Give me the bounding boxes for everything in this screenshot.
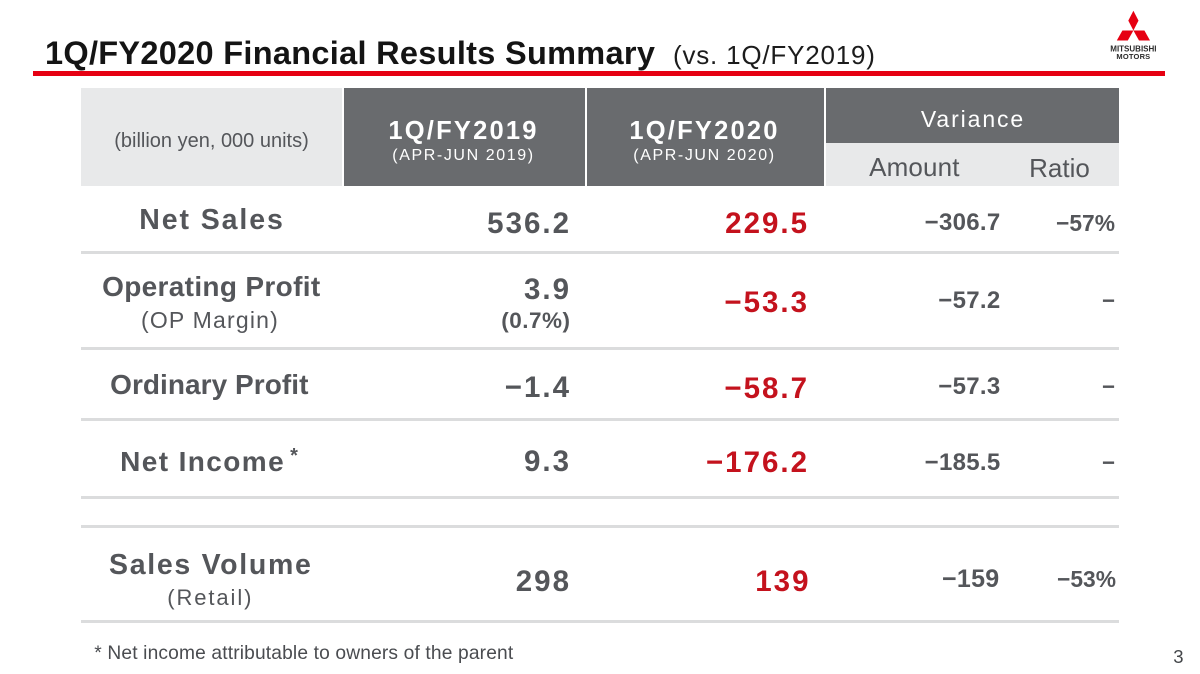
svg-text:MITSUBISHI: MITSUBISHI — [1110, 44, 1156, 53]
svg-text:MOTORS: MOTORS — [1116, 52, 1150, 61]
